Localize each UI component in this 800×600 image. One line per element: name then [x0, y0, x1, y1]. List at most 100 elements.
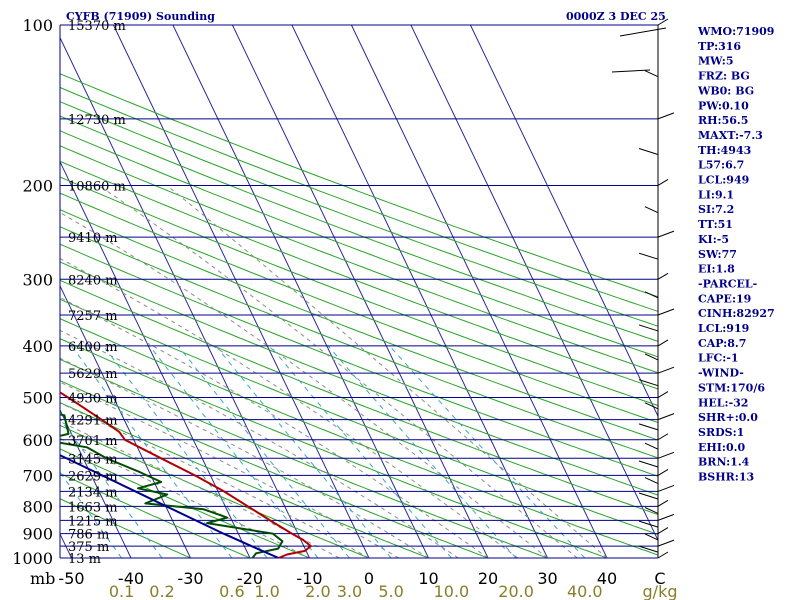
height-label: 12730 m	[68, 113, 126, 128]
height-label: 5629 m	[68, 367, 118, 382]
pressure-tick-label: 200	[22, 176, 53, 195]
index-entry: CAPE:19	[698, 292, 751, 305]
wind-barb	[657, 527, 669, 535]
index-entry: -WIND-	[698, 367, 744, 380]
index-entry: HEL:-32	[698, 396, 748, 409]
wind-barb	[611, 69, 651, 73]
height-label: 2629 m	[68, 469, 118, 484]
wind-barb	[644, 353, 659, 361]
mixing-ratio-label: 0.2	[149, 582, 174, 600]
height-label: 4291 m	[68, 414, 118, 429]
mixing-ratio-label: 0.1	[109, 582, 134, 600]
index-entry: EI:1.8	[698, 263, 735, 276]
wind-barb	[644, 70, 659, 78]
index-entry: TT:51	[698, 218, 733, 231]
temperature-tick-label: -10	[296, 569, 322, 588]
wind-barb	[638, 252, 659, 260]
mixing-ratio-label: 0.6	[219, 582, 244, 600]
index-entry: -PARCEL-	[698, 277, 757, 290]
index-entry: KI:-5	[698, 233, 729, 246]
index-entry: SRDS:1	[698, 426, 744, 439]
height-label: 9410 m	[68, 231, 118, 246]
isotherm-line	[410, 25, 658, 542]
height-label: 375 m	[68, 540, 109, 555]
height-label: 786 m	[68, 528, 109, 543]
wind-barb	[638, 460, 659, 468]
wind-barb	[638, 148, 659, 156]
height-label: 1215 m	[68, 514, 118, 529]
height-label: 4930 m	[68, 392, 118, 407]
index-entry: EHI:0.0	[698, 441, 745, 454]
wind-barb	[657, 112, 675, 120]
height-label: 6400 m	[68, 340, 118, 355]
wind-barb	[619, 27, 667, 37]
chart-title: CYFB (71909) Sounding	[66, 10, 215, 23]
moist-adiabat	[60, 420, 340, 558]
index-entry: LCL:949	[698, 174, 749, 187]
wind-barb	[657, 413, 675, 421]
index-entry: WMO:71909	[697, 25, 774, 38]
pressure-tick-label: 900	[22, 525, 53, 544]
mixing-ratio-label: 3.0	[337, 582, 362, 600]
index-entry: RH:56.5	[698, 114, 748, 127]
height-label: 13 m	[68, 552, 101, 567]
wind-barb	[638, 324, 659, 332]
isotherm-line	[60, 36, 310, 558]
temperature-tick-label: -40	[118, 569, 144, 588]
isotherm-line	[60, 160, 251, 558]
isotherm-line	[291, 25, 548, 558]
axis-labels: 15370 m 12730 m 10860 m 9410 m 8240 m 7257 m 6…	[12, 16, 677, 600]
pressure-unit-label: mb	[30, 569, 55, 588]
height-label: 1663 m	[68, 500, 118, 515]
isobars	[59, 24, 658, 559]
mixing-ratio-label: 20.0	[498, 582, 534, 600]
wind-barb	[657, 391, 669, 398]
index-entry: CAP:8.7	[698, 337, 746, 350]
wind-barb	[638, 520, 659, 528]
index-entry: SHR+:0.0	[698, 411, 758, 424]
index-entry: MW:5	[698, 55, 734, 68]
pressure-tick-label: 500	[22, 389, 53, 408]
mixing-ratio-label: 2.0	[305, 582, 330, 600]
wind-barb	[657, 18, 669, 26]
index-entry: L57:6.7	[698, 159, 744, 172]
wind-barb	[638, 379, 659, 387]
pressure-tick-label: 700	[22, 466, 53, 485]
temperature-tick-label: 40	[597, 569, 617, 588]
index-entry: SI:7.2	[698, 203, 734, 216]
temperature-tick-label: -20	[237, 569, 263, 588]
pressure-tick-label: 100	[22, 16, 53, 35]
wind-barbs	[611, 18, 675, 559]
wind-barb	[657, 230, 675, 238]
wind-barb	[657, 539, 675, 547]
mixing-ratio-label: 1.0	[254, 582, 279, 600]
height-label: 3701 m	[68, 434, 118, 449]
wind-barb	[644, 533, 659, 541]
index-entry: LI:9.1	[698, 188, 734, 201]
chart-series	[60, 391, 312, 558]
index-entry: BSHR:13	[698, 471, 754, 484]
mixing-ratio-label: g/kg	[643, 582, 678, 600]
wind-barb	[657, 179, 669, 186]
temperature-tick-label: -30	[177, 569, 203, 588]
index-entry: WB0: BG	[697, 84, 754, 97]
pressure-tick-label: 1000	[12, 549, 53, 568]
height-label: 10860 m	[68, 179, 126, 194]
index-entry: PW:0.10	[698, 99, 749, 112]
wind-barb	[638, 492, 659, 500]
wind-barb	[644, 402, 659, 410]
wind-barb	[657, 366, 675, 374]
isotherm-line	[60, 284, 191, 558]
temperature-tick-label: -50	[58, 569, 84, 588]
wind-barb	[657, 433, 669, 441]
temperature-tick-label: 30	[537, 569, 557, 588]
wind-barb	[657, 499, 669, 507]
temperature-tick-label: 10	[418, 569, 438, 588]
wind-barb	[657, 513, 675, 521]
index-entry: STM:170/6	[698, 381, 765, 394]
wind-barb	[657, 308, 675, 316]
wind-barb	[638, 545, 659, 553]
wind-barb	[644, 206, 659, 214]
